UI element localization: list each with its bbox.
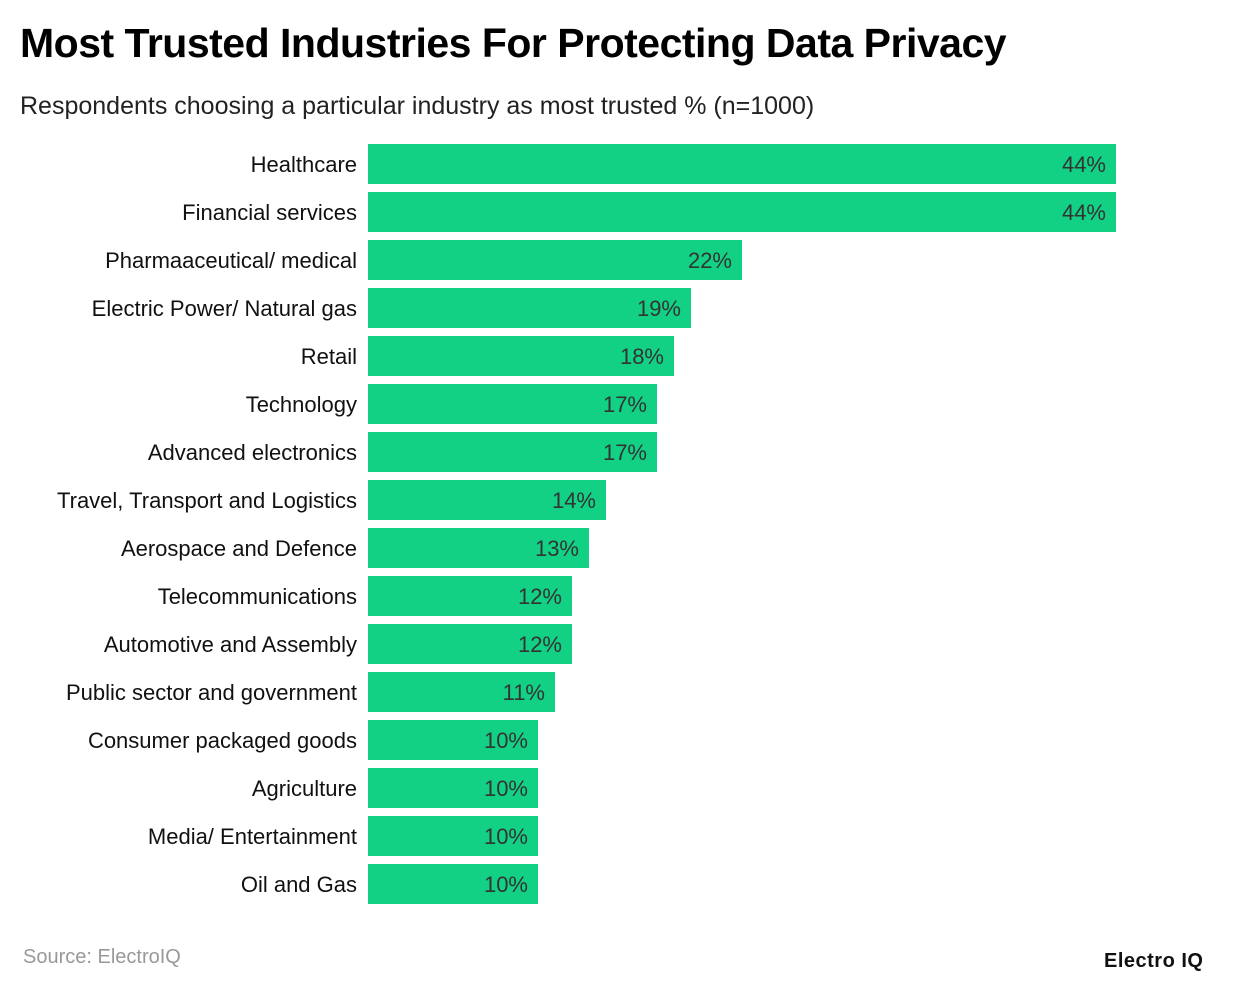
- data-label: 44%: [1062, 200, 1106, 225]
- bar: [368, 144, 1116, 184]
- category-label: Pharmaaceutical/ medical: [105, 248, 357, 273]
- data-label: 17%: [603, 440, 647, 465]
- data-label: 44%: [1062, 152, 1106, 177]
- data-label: 18%: [620, 344, 664, 369]
- bar: [368, 192, 1116, 232]
- bar: [368, 288, 691, 328]
- data-label: 13%: [535, 536, 579, 561]
- data-label: 12%: [518, 632, 562, 657]
- data-label: 22%: [688, 248, 732, 273]
- bar: [368, 480, 606, 520]
- category-label: Automotive and Assembly: [104, 632, 357, 657]
- category-label: Technology: [246, 392, 357, 417]
- category-label: Retail: [301, 344, 357, 369]
- bar: [368, 720, 538, 760]
- data-label: 11%: [503, 680, 545, 705]
- bar: [368, 432, 657, 472]
- bar: [368, 384, 657, 424]
- data-label: 12%: [518, 584, 562, 609]
- chart-title: Most Trusted Industries For Protecting D…: [20, 20, 1007, 66]
- category-label: Consumer packaged goods: [88, 728, 357, 753]
- bar: [368, 672, 555, 712]
- data-label: 19%: [637, 296, 681, 321]
- category-label: Agriculture: [252, 776, 357, 801]
- chart-subtitle: Respondents choosing a particular indust…: [20, 92, 815, 120]
- source-note: Source: ElectroIQ: [23, 946, 181, 968]
- category-label: Advanced electronics: [148, 440, 357, 465]
- bar: [368, 816, 538, 856]
- category-label: Media/ Entertainment: [148, 824, 357, 849]
- data-label: 17%: [603, 392, 647, 417]
- bar: [368, 624, 572, 664]
- bar: [368, 240, 742, 280]
- category-label: Travel, Transport and Logistics: [57, 488, 357, 513]
- bar: [368, 768, 538, 808]
- data-label: 10%: [484, 872, 528, 897]
- category-label: Oil and Gas: [241, 872, 357, 897]
- bar: [368, 528, 589, 568]
- data-label: 14%: [552, 488, 596, 513]
- data-label: 10%: [484, 824, 528, 849]
- category-label: Telecommunications: [158, 584, 357, 609]
- category-label: Healthcare: [251, 152, 357, 177]
- brand-logo: Electro IQ: [1104, 950, 1204, 972]
- bar: [368, 576, 572, 616]
- category-label: Public sector and government: [66, 680, 357, 705]
- bar: [368, 864, 538, 904]
- category-label: Electric Power/ Natural gas: [92, 296, 357, 321]
- data-label: 10%: [484, 776, 528, 801]
- data-label: 10%: [484, 728, 528, 753]
- category-label: Aerospace and Defence: [121, 536, 357, 561]
- category-label: Financial services: [182, 200, 357, 225]
- bar: [368, 336, 674, 376]
- bar-chart: Healthcare 44% Financial services 44% Pharma…: [57, 144, 1116, 904]
